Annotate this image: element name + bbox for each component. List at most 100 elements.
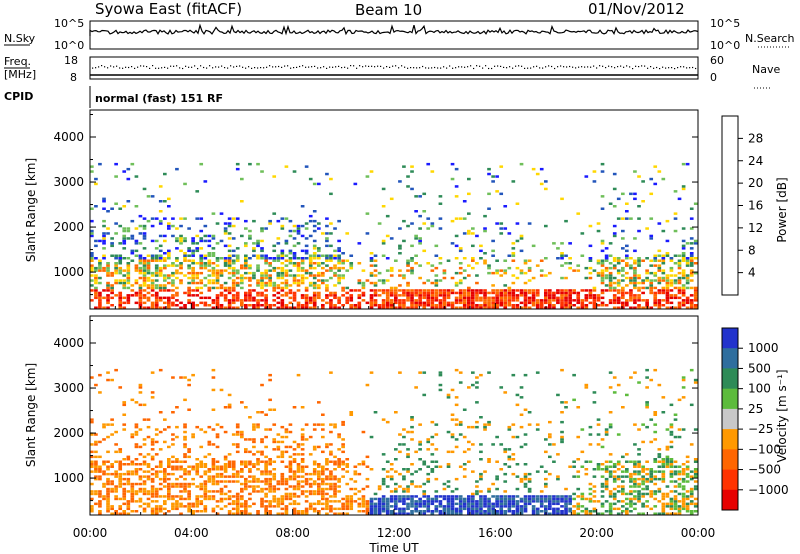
power-cell [215,222,220,225]
power-cell [337,279,341,282]
power-cell [158,257,163,260]
velocity-cell [657,470,662,473]
velocity-cell [142,492,147,496]
power-cell [673,190,678,193]
power-cell [292,229,297,233]
power-cell [171,296,175,300]
power-cell [539,182,544,186]
power-cell [296,304,301,307]
power-cell [560,254,564,257]
velocity-cell [292,492,297,496]
velocity-cell [681,376,686,379]
velocity-cell [471,505,475,508]
power-cell [681,289,686,292]
velocity-cell [308,453,313,456]
velocity-cell [175,505,179,508]
power-cell [122,205,127,208]
power-cell [385,306,390,309]
velocity-cell [292,406,297,409]
power-cell [248,304,252,307]
power-cell [406,269,410,272]
nave-dot [299,65,301,68]
velocity-cell [527,411,532,414]
power-cell [223,227,228,230]
power-cell [252,274,256,277]
velocity-cell [296,463,301,466]
velocity-cell [207,468,212,471]
velocity-cell [560,420,564,424]
velocity-cell [102,423,106,426]
velocity-cell [337,507,341,511]
nave-dot [242,66,244,68]
velocity-cell [475,401,479,404]
velocity-cell [641,470,645,473]
power-cell [244,296,248,300]
power-cell [406,299,410,302]
velocity-cell [539,500,544,503]
nave-dot [398,67,400,69]
velocity-cell [406,495,410,498]
power-cell [689,242,694,245]
power-cell [369,170,374,173]
power-cell [531,296,536,300]
power-cell [163,239,167,243]
power-cell [308,271,313,275]
velocity-cell [442,497,447,501]
nave-dot [497,65,499,67]
power-cell [523,291,528,295]
velocity-cell [187,507,191,511]
velocity-cell [621,406,625,409]
power-cell [442,301,447,305]
power-cell [531,299,536,302]
nave-dot [590,66,592,68]
power-cell [240,276,244,280]
power-cell [527,269,532,272]
power-cell [426,289,431,292]
velocity-cell [211,510,216,513]
velocity-cell [693,468,698,471]
velocity-cell [616,500,621,503]
velocity-cell [394,448,398,451]
velocity-cell [106,510,110,513]
velocity-cell [268,463,272,466]
power-cell [669,289,674,292]
power-cell [118,279,123,282]
nave-dot [563,66,565,68]
velocity-cell [296,482,301,486]
velocity-cell [689,443,694,446]
power-cell [438,304,443,307]
velocity-cell [515,463,520,466]
power-cell [102,296,106,300]
velocity-cell [252,445,256,449]
power-cell [130,234,135,238]
velocity-cell [641,512,645,515]
velocity-cell [312,468,317,471]
velocity-cell [385,420,390,424]
velocity-cell [637,482,641,486]
velocity-cell [272,487,277,491]
velocity-cell [183,505,187,508]
velocity-cell [244,482,248,486]
nave-dot [641,65,643,67]
velocity-cell [276,480,281,483]
velocity-cell [373,502,378,506]
power-cell [187,289,191,292]
velocity-cell [337,435,341,439]
velocity-cell [146,465,151,468]
power-cell [252,304,256,307]
power-cell [483,289,487,292]
power-cell [341,274,345,277]
velocity-cell [183,470,187,473]
velocity-cell [284,465,289,468]
power-cell [689,271,694,275]
power-cell [106,289,110,292]
power-cell [248,284,252,287]
velocity-cell [353,470,358,473]
velocity-cell [341,460,345,463]
nave-dot [341,67,343,69]
power-cell [677,281,682,285]
power-cell [317,279,321,282]
velocity-cell [280,425,285,429]
velocity-cell [207,480,212,483]
velocity-cell [689,492,694,496]
